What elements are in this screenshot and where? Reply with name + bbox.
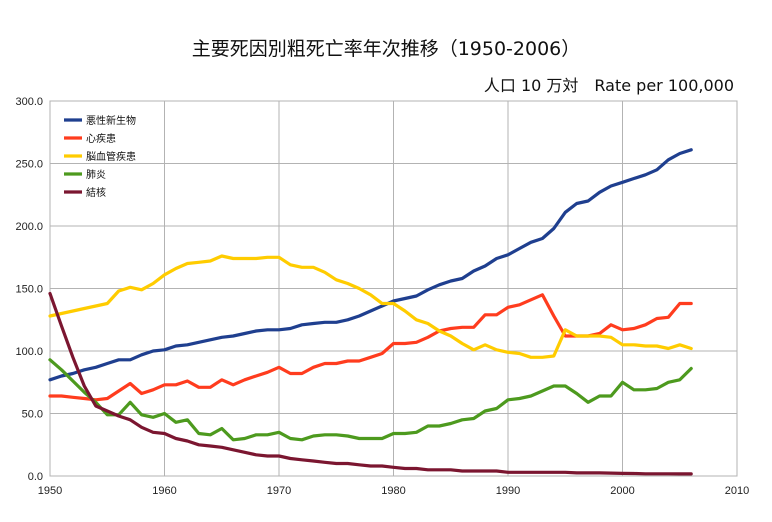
chart-subtitle: 人口 10 万対 Rate per 100,000 (483, 76, 734, 95)
axes: 0.0 50.0 100.0 150.0 200.0 250.0 300.0 1950 1960… (15, 96, 749, 497)
legend-label: 悪性新生物 (86, 114, 136, 127)
x-tick-label: 1980 (381, 485, 405, 497)
x-tick-label: 1960 (152, 485, 176, 497)
legend-label: 心疾患 (86, 132, 116, 145)
y-tick-label: 200.0 (15, 221, 43, 233)
y-tick-label: 100.0 (15, 346, 43, 358)
x-tick-label: 2000 (610, 485, 634, 497)
series-line-5 (48, 291, 693, 476)
grid (49, 100, 738, 477)
x-tick-label: 1990 (496, 485, 520, 497)
legend-label: 脳血管疾患 (86, 150, 136, 163)
series-line-4 (48, 358, 693, 442)
series-line-3 (48, 254, 693, 359)
chart-title: 主要死因別粗死亡率年次推移（1950-2006） (191, 38, 581, 60)
series-line-1 (48, 148, 693, 382)
y-tick-label: 50.0 (22, 409, 43, 421)
legend-label: 肺炎 (86, 169, 106, 181)
x-tick-label: 2010 (725, 485, 749, 497)
legend-label: 結核 (86, 186, 106, 199)
y-tick-label: 0.0 (28, 471, 43, 483)
y-tick-label: 150.0 (15, 284, 43, 296)
x-tick-label: 1970 (267, 485, 291, 497)
series-lines (48, 148, 693, 476)
y-tick-label: 250.0 (15, 159, 43, 171)
y-tick-label: 300.0 (15, 96, 43, 108)
x-tick-label: 1950 (38, 485, 62, 497)
